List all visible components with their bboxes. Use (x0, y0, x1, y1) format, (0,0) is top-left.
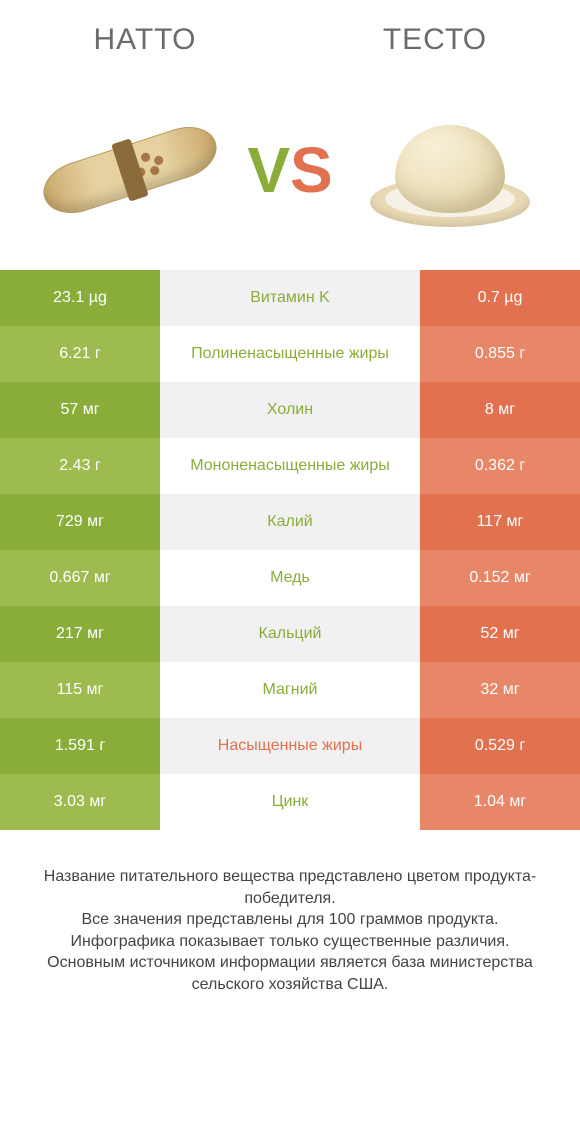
value-left: 217 мг (0, 606, 160, 662)
nutrient-row: 115 мгМагний32 мг (0, 662, 580, 718)
value-right: 0.362 г (420, 438, 580, 494)
value-left: 1.591 г (0, 718, 160, 774)
header-row: НАТТО ТЕСТО (0, 0, 580, 80)
nutrient-row: 0.667 мгМедь0.152 мг (0, 550, 580, 606)
nutrient-name: Мононенасыщенные жиры (160, 438, 420, 494)
vs-s: S (290, 138, 333, 202)
vs-label: VS (240, 138, 340, 202)
nutrient-name: Полиненасыщенные жиры (160, 326, 420, 382)
images-row: VS (0, 80, 580, 270)
value-right: 32 мг (420, 662, 580, 718)
header-left: НАТТО (0, 0, 290, 80)
value-left: 6.21 г (0, 326, 160, 382)
nutrient-row: 1.591 гНасыщенные жиры0.529 г (0, 718, 580, 774)
nutrient-name: Магний (160, 662, 420, 718)
image-left (20, 115, 240, 225)
footer-line: Название питательного вещества представл… (28, 866, 552, 909)
value-left: 57 мг (0, 382, 160, 438)
footer-note: Название питательного вещества представл… (0, 830, 580, 996)
nutrient-row: 3.03 мгЦинк1.04 мг (0, 774, 580, 830)
value-left: 23.1 µg (0, 270, 160, 326)
vs-v: V (247, 138, 290, 202)
value-right: 0.855 г (420, 326, 580, 382)
nutrient-name: Насыщенные жиры (160, 718, 420, 774)
nutrient-row: 23.1 µgВитамин K0.7 µg (0, 270, 580, 326)
value-left: 3.03 мг (0, 774, 160, 830)
value-left: 0.667 мг (0, 550, 160, 606)
nutrient-name: Калий (160, 494, 420, 550)
nutrient-name: Медь (160, 550, 420, 606)
nutrient-name: Цинк (160, 774, 420, 830)
nutrient-name: Холин (160, 382, 420, 438)
footer-line: Основным источником информации является … (28, 952, 552, 995)
value-right: 0.7 µg (420, 270, 580, 326)
value-right: 0.152 мг (420, 550, 580, 606)
nutrient-table: 23.1 µgВитамин K0.7 µg6.21 гПолиненасыще… (0, 270, 580, 830)
nutrient-row: 57 мгХолин8 мг (0, 382, 580, 438)
footer-line: Все значения представлены для 100 граммо… (28, 909, 552, 931)
value-right: 117 мг (420, 494, 580, 550)
value-left: 115 мг (0, 662, 160, 718)
nutrient-row: 217 мгКальций52 мг (0, 606, 580, 662)
natto-icon (40, 115, 220, 225)
value-right: 8 мг (420, 382, 580, 438)
value-left: 729 мг (0, 494, 160, 550)
value-left: 2.43 г (0, 438, 160, 494)
value-right: 0.529 г (420, 718, 580, 774)
value-right: 52 мг (420, 606, 580, 662)
value-right: 1.04 мг (420, 774, 580, 830)
header-right: ТЕСТО (290, 0, 580, 80)
nutrient-name: Витамин K (160, 270, 420, 326)
dough-icon (365, 105, 535, 235)
nutrient-row: 729 мгКалий117 мг (0, 494, 580, 550)
image-right (340, 105, 560, 235)
nutrient-row: 6.21 гПолиненасыщенные жиры0.855 г (0, 326, 580, 382)
footer-line: Инфографика показывает только существенн… (28, 931, 552, 953)
nutrient-name: Кальций (160, 606, 420, 662)
nutrient-row: 2.43 гМононенасыщенные жиры0.362 г (0, 438, 580, 494)
